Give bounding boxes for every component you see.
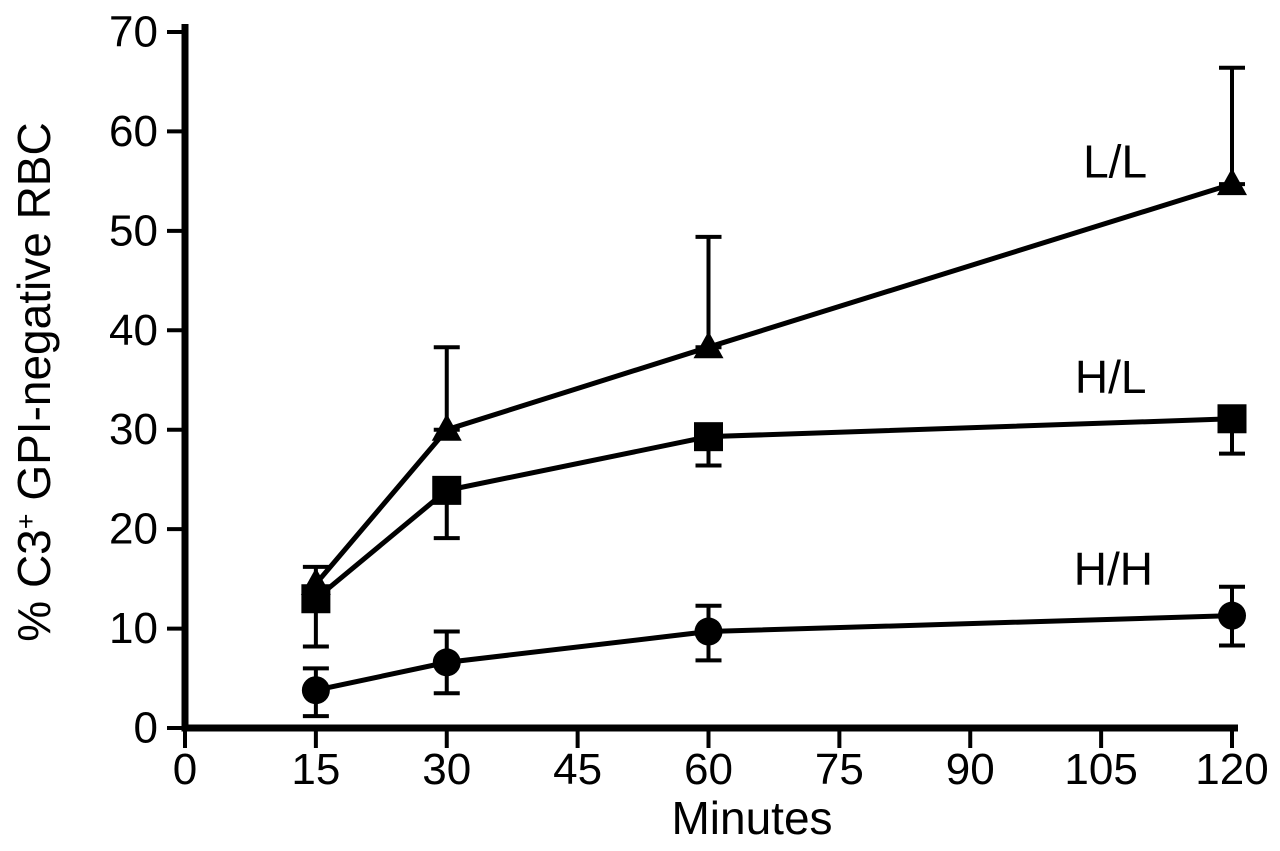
- x-tick-label: 45: [553, 745, 602, 794]
- triangle-marker: [693, 331, 724, 359]
- y-tick-label: 50: [109, 206, 158, 255]
- y-tick-label: 0: [134, 704, 158, 753]
- triangle-marker: [1217, 168, 1247, 196]
- x-tick-label: 75: [815, 745, 864, 794]
- x-axis-title: Minutes: [671, 792, 832, 844]
- circle-marker: [1218, 601, 1246, 630]
- y-tick-label: 60: [109, 107, 158, 156]
- circle-marker: [694, 617, 723, 646]
- x-tick-label: 0: [173, 745, 197, 794]
- x-tick-label: 105: [1064, 745, 1137, 794]
- series-line-LL: [313, 181, 1233, 586]
- x-tick-label: 90: [946, 745, 995, 794]
- square-marker: [694, 422, 723, 452]
- y-tick-label: 10: [109, 604, 158, 653]
- series-line-HH: [315, 613, 1233, 693]
- y-axis-title: % C3+ GPI-negative RBC: [8, 122, 60, 641]
- y-tick-label: 30: [109, 405, 158, 454]
- series-line-HL: [314, 416, 1233, 601]
- circle-marker: [301, 676, 330, 705]
- x-tick-label: 60: [684, 745, 733, 794]
- y-tick-label: 20: [109, 505, 158, 554]
- square-marker: [1217, 404, 1247, 434]
- x-tick-label: 30: [422, 745, 471, 794]
- x-tick-label: 120: [1195, 745, 1268, 794]
- circle-marker: [432, 648, 461, 677]
- series-label-LL: L/L: [1083, 135, 1147, 187]
- y-tick-label: 40: [109, 306, 158, 355]
- series-label-HH: H/H: [1074, 543, 1153, 595]
- series-label-HL: H/L: [1075, 351, 1147, 403]
- square-marker: [301, 584, 331, 614]
- x-tick-label: 15: [291, 745, 340, 794]
- square-marker: [432, 475, 462, 505]
- triangle-marker: [431, 413, 462, 441]
- y-tick-label: 70: [109, 8, 158, 57]
